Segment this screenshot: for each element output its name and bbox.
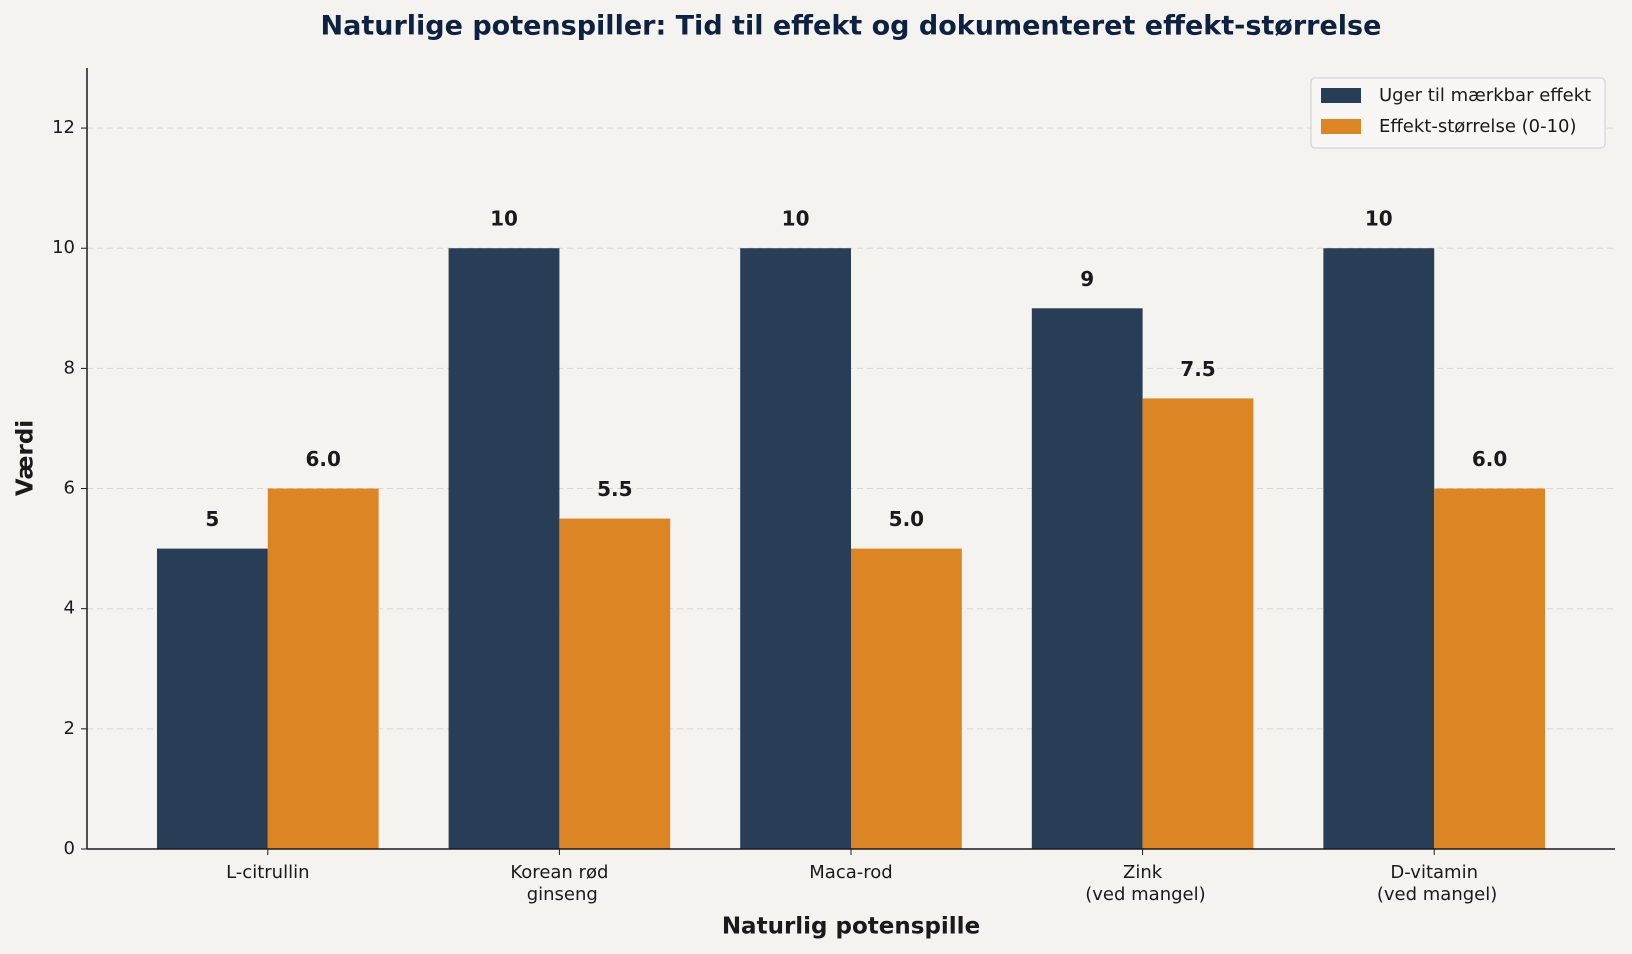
x-tick-label: Maca-rod	[809, 862, 892, 883]
value-label: 5.5	[597, 477, 632, 501]
value-label: 7.5	[1180, 357, 1215, 381]
bar	[448, 248, 560, 849]
value-label: 10	[1365, 207, 1393, 231]
bar	[1323, 248, 1435, 849]
legend: Uger til mærkbar effekt Effekt-størrelse …	[1310, 77, 1606, 149]
y-tick-label: 8	[64, 357, 75, 378]
legend-label: Effekt-størrelse (0-10)	[1379, 116, 1577, 137]
value-label: 10	[782, 207, 810, 231]
value-label: 9	[1080, 267, 1094, 291]
legend-swatch	[1321, 88, 1361, 103]
x-tick-label: Korean rød ginseng	[510, 862, 608, 905]
y-tick-label: 10	[52, 237, 75, 258]
x-tick-label: L-citrullin	[226, 862, 309, 883]
y-tick-label: 2	[64, 718, 75, 739]
bar	[156, 548, 268, 849]
x-tick-label: Zink (ved mangel)	[1080, 862, 1206, 905]
value-label: 10	[490, 207, 518, 231]
value-label: 6.0	[305, 447, 340, 471]
bar	[740, 248, 851, 849]
value-label: 6.0	[1472, 447, 1507, 471]
bar	[267, 488, 379, 849]
value-label: 5.0	[889, 507, 924, 531]
legend-swatch	[1321, 119, 1361, 134]
legend-label: Uger til mærkbar effekt	[1379, 85, 1591, 106]
y-tick-label: 4	[64, 598, 75, 619]
y-axis-label: Værdi	[13, 420, 39, 496]
y-tick-label: 6	[64, 478, 75, 499]
y-tick-label: 12	[52, 117, 75, 138]
bar	[1031, 308, 1143, 849]
bar	[1434, 488, 1546, 849]
x-axis-label: Naturlig potenspille	[722, 914, 980, 940]
bar	[559, 518, 671, 849]
y-tick-label: 0	[64, 838, 75, 859]
bar	[1142, 398, 1254, 849]
chart-title: Naturlige potenspiller: Tid til effekt o…	[321, 11, 1382, 42]
legend-box	[1310, 77, 1606, 149]
value-label: 5	[205, 507, 219, 531]
bar	[851, 548, 962, 849]
x-tick-label: D-vitamin (ved mangel)	[1371, 862, 1497, 905]
